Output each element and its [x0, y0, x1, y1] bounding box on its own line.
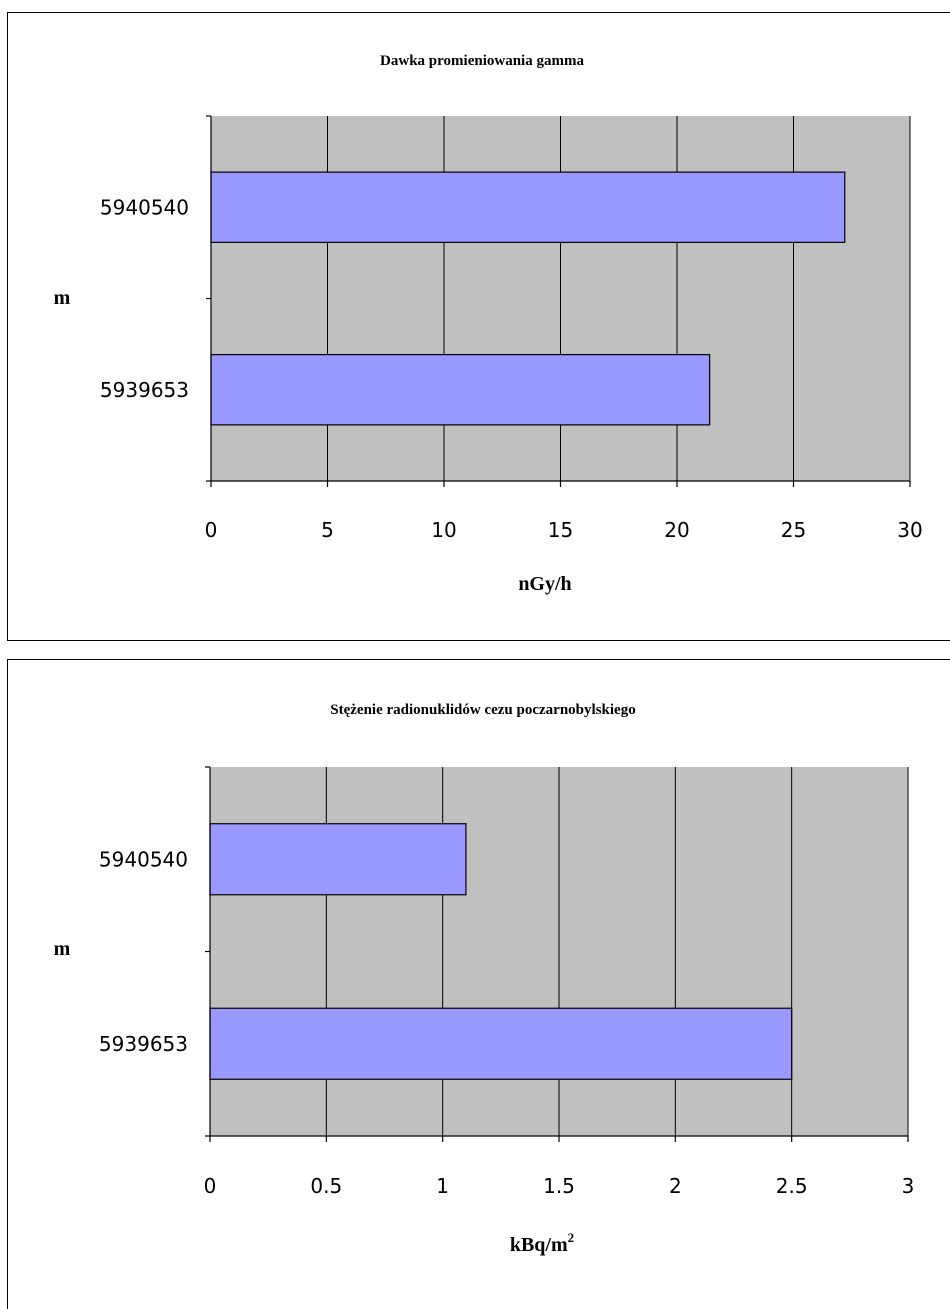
- bar: [209, 823, 467, 896]
- bar: [210, 171, 846, 243]
- x-axis-title: kBq/m2: [510, 1230, 574, 1256]
- x-tick-label: 10: [431, 518, 456, 542]
- chart-title: Dawka promieniowania gamma: [380, 53, 584, 69]
- chart-title: Stężenie radionuklidów cezu poczarnobyls…: [330, 702, 635, 718]
- x-tick-label: 1: [436, 1174, 449, 1198]
- category-label: 5940540: [100, 195, 189, 219]
- x-tick-label: 1.5: [543, 1174, 575, 1198]
- x-tick-label: 2.5: [776, 1174, 808, 1198]
- y-axis-title: m: [54, 938, 71, 960]
- x-axis-title: nGy/h: [518, 573, 571, 595]
- x-tick-label: 3: [902, 1174, 915, 1198]
- x-tick-label: 0.5: [310, 1174, 342, 1198]
- y-axis-title: m: [54, 287, 71, 309]
- x-tick-label: 0: [204, 1174, 217, 1198]
- x-tick-label: 30: [897, 518, 922, 542]
- x-tick-label: 0: [205, 518, 218, 542]
- x-axis-title-base: kBq/m: [510, 1234, 568, 1256]
- x-axis-title-superscript: 2: [568, 1230, 575, 1245]
- x-tick-label: 2: [669, 1174, 682, 1198]
- chart-cesium: Stężenie radionuklidów cezu poczarnobyls…: [54, 702, 915, 1256]
- plot-area: 0 0.5 1 1.5 2 2.5 3 5939653 5940540: [99, 766, 915, 1198]
- chart-dose: Dawka promieniowania gamma m nGy/h 0 5 10 1…: [54, 53, 923, 595]
- category-label: 5939653: [100, 378, 189, 402]
- category-label: 5940540: [99, 847, 188, 871]
- x-tick-label: 20: [664, 518, 689, 542]
- bar: [210, 354, 711, 426]
- x-tick-label: 5: [321, 518, 334, 542]
- plot-area: 0 5 10 15 20 25 30 5939653 5940540: [100, 115, 923, 542]
- category-label: 5939653: [99, 1032, 188, 1056]
- x-tick-label: 15: [548, 518, 573, 542]
- x-tick-label: 25: [781, 518, 806, 542]
- bar: [209, 1007, 793, 1080]
